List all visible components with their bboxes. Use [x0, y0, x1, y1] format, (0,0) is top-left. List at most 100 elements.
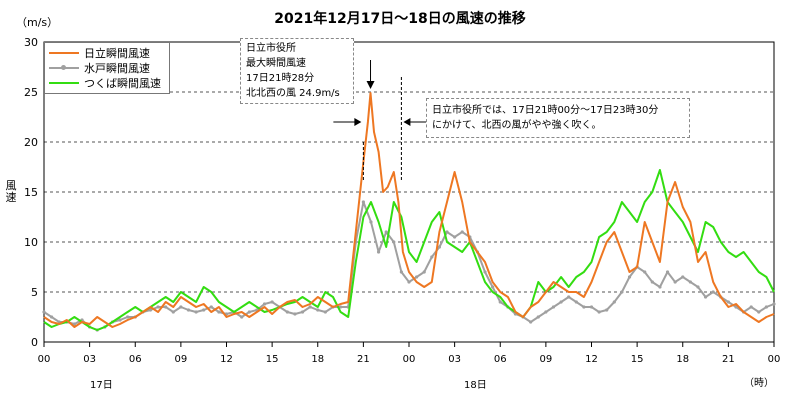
series-point-mito [316, 308, 320, 312]
series-point-mito [627, 275, 632, 279]
legend-item-mito: 水戸瞬間風速 [49, 61, 150, 75]
series-point-mito [240, 315, 244, 319]
series-layer [42, 92, 776, 332]
series-point-mito [293, 312, 297, 316]
x-tick-label: 00 [38, 354, 51, 365]
x-tick-labels: 00 03 06 09 12 15 18 21 00 03 06 09 12 15 18 21 00 [38, 342, 781, 365]
series-point-mito [217, 310, 221, 314]
series-point-mito [665, 270, 670, 274]
x-tick-label: 15 [266, 354, 279, 365]
series-point-mito [262, 302, 267, 306]
x-tick-label: 18 [311, 354, 324, 365]
series-point-mito [361, 200, 365, 204]
series-point-mito [209, 305, 213, 309]
series-point-mito [126, 315, 130, 319]
x-tick-label: 15 [631, 354, 644, 365]
series-point-mito [422, 270, 426, 274]
peak-annotation-line: 最大瞬間風速 [246, 58, 306, 69]
series-point-mito [270, 300, 274, 304]
series-point-mito [529, 320, 533, 324]
series-point-mito [323, 310, 327, 314]
y-tick-label: 0 [31, 336, 38, 349]
x-tick-label: 00 [768, 354, 781, 365]
series-point-mito [605, 308, 609, 312]
legend-swatch-tsukuba [49, 82, 79, 84]
series-point-mito [612, 300, 616, 304]
y-tick-labels: 0 5 10 15 20 25 30 [24, 36, 38, 349]
series-point-mito [643, 270, 647, 274]
peak-arrow-head [366, 81, 375, 89]
y-unit-label: （m/s） [16, 16, 59, 29]
series-point-mito [726, 300, 730, 304]
x-tick-label: 06 [129, 354, 142, 365]
x-tick-label: 12 [585, 354, 598, 365]
series-point-mito [202, 308, 206, 312]
series-point-mito [696, 285, 700, 289]
series-point-mito [559, 300, 563, 304]
day-label-17: 17日 [90, 380, 113, 391]
y-tick-label: 5 [31, 286, 38, 299]
y-tick-label: 15 [24, 186, 38, 199]
y-tick-label: 25 [24, 86, 38, 99]
series-point-mito [453, 235, 457, 239]
series-point-mito [72, 322, 77, 326]
series-point-mito [749, 305, 753, 309]
series-point-mito [491, 285, 495, 289]
series-point-mito [703, 295, 708, 299]
period-annotation-line: にかけて、北西の風がやや強く吹く。 [432, 120, 602, 131]
series-point-mito [392, 240, 396, 244]
series-point-mito [369, 220, 373, 224]
period-arrow-right-head [403, 118, 411, 126]
legend-label-tsukuba: つくば瞬間風速 [84, 77, 161, 90]
legend-item-hitachi: 日立瞬間風速 [49, 46, 150, 60]
series-point-mito [498, 300, 502, 304]
series-point-mito [589, 305, 594, 309]
series-line-0 [43, 92, 775, 328]
series-point-mito [179, 305, 183, 309]
series-point-mito [194, 310, 198, 314]
series-point-mito [285, 310, 289, 314]
x-tick-label: 18 [676, 354, 689, 365]
y-tick-label: 20 [24, 136, 38, 149]
series-point-mito [156, 305, 160, 309]
peak-annotation-line: 日立市役所 [246, 43, 296, 54]
series-point-mito [483, 270, 487, 274]
x-unit-label: （時） [744, 378, 774, 389]
series-point-mito [247, 310, 251, 314]
series-point-mito [415, 275, 419, 279]
y-tick-label: 10 [24, 236, 38, 249]
series-point-mito [399, 270, 403, 274]
series-point-mito [376, 250, 381, 254]
series-point-mito [620, 290, 624, 294]
series-point-mito [148, 308, 153, 312]
x-tick-label: 12 [220, 354, 233, 365]
series-point-mito [430, 255, 434, 259]
series-point-mito [551, 305, 556, 309]
x-tick-label: 21 [722, 354, 735, 365]
peak-annotation-line: 北北西の風 24.9m/s [246, 88, 340, 99]
series-point-mito [445, 230, 449, 234]
x-tick-label: 03 [448, 354, 461, 365]
period-arrow-left-head [354, 118, 362, 126]
series-line-2 [43, 169, 775, 331]
legend-label-mito: 水戸瞬間風速 [84, 62, 150, 75]
period-annotation-box: 日立市役所では、17日21時00分～17日23時30分 にかけて、北西の風がやや… [426, 98, 690, 138]
annotation-marks [333, 60, 428, 182]
x-tick-label: 09 [540, 354, 553, 365]
series-point-mito [757, 310, 761, 314]
x-tick-label: 06 [494, 354, 507, 365]
legend-label-hitachi: 日立瞬間風速 [84, 47, 150, 60]
y-axis-label: 風速 [5, 179, 17, 204]
series-point-mito [536, 315, 540, 319]
x-tick-label: 00 [403, 354, 416, 365]
series-point-mito [42, 310, 46, 314]
series-point-mito [582, 305, 586, 309]
y-tick-label: 30 [24, 36, 38, 49]
series-point-mito [171, 310, 175, 314]
legend: 日立瞬間風速 水戸瞬間風速 つくば瞬間風速 [44, 42, 170, 94]
legend-swatch-hitachi [49, 52, 79, 54]
chart-title: 2021年12月17日～18日の風速の推移 [274, 11, 526, 27]
series-point-mito [658, 285, 662, 289]
peak-annotation-box: 日立市役所 最大瞬間風速 17日21時28分 北北西の風 24.9m/s [240, 38, 354, 104]
